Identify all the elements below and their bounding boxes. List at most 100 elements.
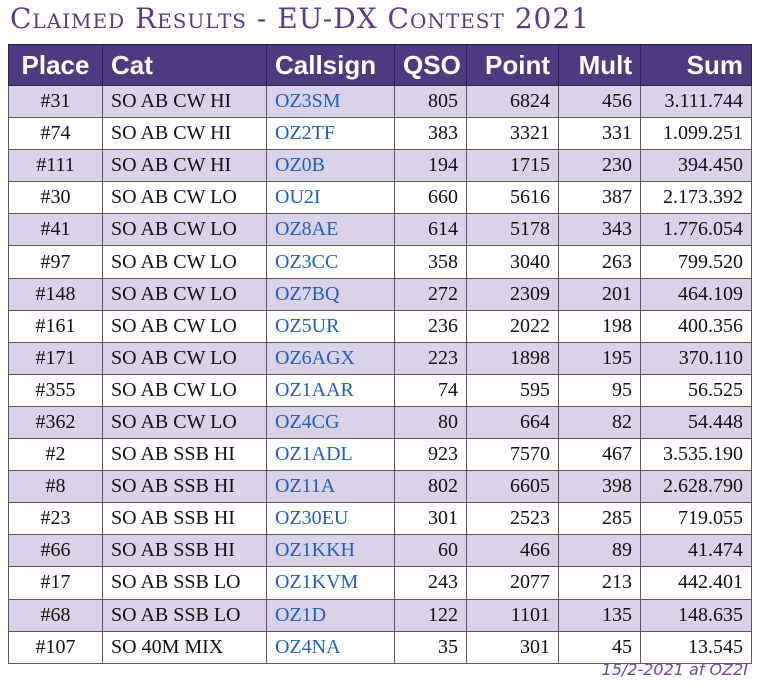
mult-cell: 285	[558, 502, 641, 536]
sum-cell: 3.111.744	[640, 84, 752, 119]
point-cell: 2077	[466, 566, 559, 600]
table-row: #41 SO AB CW LO OZ8AE 614 5178 343 1.776.054	[8, 213, 752, 247]
results-table: Place Cat Callsign QSO Point Mult Sum #3…	[8, 44, 752, 664]
place-cell: #66	[8, 534, 103, 568]
sum-cell: 2.173.392	[640, 181, 752, 215]
mult-cell: 45	[558, 630, 641, 664]
sum-cell: 148.635	[640, 598, 752, 632]
mult-cell: 198	[558, 309, 641, 343]
place-cell: #107	[8, 630, 103, 664]
callsign-link[interactable]: OZ1D	[266, 598, 395, 632]
header-callsign: Callsign	[266, 44, 395, 86]
qso-cell: 223	[394, 341, 467, 375]
category-cell: SO AB CW HI	[102, 84, 267, 119]
mult-cell: 467	[558, 438, 641, 472]
header-row: Place Cat Callsign QSO Point Mult Sum	[8, 44, 752, 86]
point-cell: 5616	[466, 181, 559, 215]
place-cell: #148	[8, 277, 103, 311]
category-cell: SO AB CW LO	[102, 213, 267, 247]
place-cell: #74	[8, 117, 103, 151]
mult-cell: 331	[558, 117, 641, 151]
table-row: #107 SO 40M MIX OZ4NA 35 301 45 13.545	[8, 630, 752, 664]
place-cell: #97	[8, 245, 103, 279]
callsign-link[interactable]: OZ3CC	[266, 245, 395, 279]
point-cell: 1715	[466, 149, 559, 183]
category-cell: SO AB CW LO	[102, 405, 267, 440]
table-row: #2 SO AB SSB HI OZ1ADL 923 7570 467 3.535.190	[8, 438, 752, 472]
callsign-link[interactable]: OZ4CG	[266, 405, 395, 440]
point-cell: 301	[466, 630, 559, 664]
callsign-link[interactable]: OZ30EU	[266, 502, 395, 536]
place-cell: #31	[8, 84, 103, 119]
category-cell: SO AB CW HI	[102, 149, 267, 183]
callsign-link[interactable]: OZ1KKH	[266, 534, 395, 568]
table-row: #66 SO AB SSB HI OZ1KKH 60 466 89 41.474	[8, 534, 752, 568]
place-cell: #8	[8, 470, 103, 504]
category-cell: SO AB CW LO	[102, 181, 267, 215]
point-cell: 2523	[466, 502, 559, 536]
header-point: Point	[466, 44, 559, 86]
table-row: #17 SO AB SSB LO OZ1KVM 243 2077 213 442.401	[8, 566, 752, 600]
header-qso: QSO	[394, 44, 467, 86]
callsign-link[interactable]: OZ0B	[266, 149, 395, 183]
page-title: Claimed Results - EU-DX Contest 2021	[10, 2, 591, 35]
callsign-link[interactable]: OZ1ADL	[266, 438, 395, 472]
sum-cell: 394.450	[640, 149, 752, 183]
point-cell: 1101	[466, 598, 559, 632]
header-cat: Cat	[102, 44, 267, 86]
point-cell: 6824	[466, 84, 559, 119]
callsign-link[interactable]: OZ4NA	[266, 630, 395, 664]
table-row: #362 SO AB CW LO OZ4CG 80 664 82 54.448	[8, 405, 752, 440]
point-cell: 466	[466, 534, 559, 568]
table-row: #30 SO AB CW LO OU2I 660 5616 387 2.173.392	[8, 181, 752, 215]
callsign-link[interactable]: OZ5UR	[266, 309, 395, 343]
sum-cell: 799.520	[640, 245, 752, 279]
qso-cell: 383	[394, 117, 467, 151]
qso-cell: 74	[394, 373, 467, 407]
category-cell: SO AB SSB LO	[102, 566, 267, 600]
sum-cell: 3.535.190	[640, 438, 752, 472]
sum-cell: 56.525	[640, 373, 752, 407]
qso-cell: 122	[394, 598, 467, 632]
sum-cell: 54.448	[640, 405, 752, 440]
header-mult: Mult	[558, 44, 641, 86]
table-row: #97 SO AB CW LO OZ3CC 358 3040 263 799.520	[8, 245, 752, 279]
mult-cell: 89	[558, 534, 641, 568]
point-cell: 595	[466, 373, 559, 407]
mult-cell: 387	[558, 181, 641, 215]
category-cell: SO AB CW LO	[102, 373, 267, 407]
category-cell: SO AB CW LO	[102, 309, 267, 343]
table-row: #111 SO AB CW HI OZ0B 194 1715 230 394.450	[8, 149, 752, 183]
callsign-link[interactable]: OZ1AAR	[266, 373, 395, 407]
place-cell: #171	[8, 341, 103, 375]
callsign-link[interactable]: OU2I	[266, 181, 395, 215]
table-row: #23 SO AB SSB HI OZ30EU 301 2523 285 719.055	[8, 502, 752, 536]
point-cell: 2022	[466, 309, 559, 343]
place-cell: #111	[8, 149, 103, 183]
mult-cell: 195	[558, 341, 641, 375]
mult-cell: 343	[558, 213, 641, 247]
place-cell: #41	[8, 213, 103, 247]
point-cell: 3040	[466, 245, 559, 279]
category-cell: SO AB SSB HI	[102, 470, 267, 504]
table-row: #8 SO AB SSB HI OZ11A 802 6605 398 2.628.790	[8, 470, 752, 504]
place-cell: #161	[8, 309, 103, 343]
callsign-link[interactable]: OZ2TF	[266, 117, 395, 151]
place-cell: #362	[8, 405, 103, 440]
callsign-link[interactable]: OZ11A	[266, 470, 395, 504]
sum-cell: 41.474	[640, 534, 752, 568]
footer-signature: 15/2-2021 af OZ2I	[601, 660, 748, 679]
category-cell: SO 40M MIX	[102, 630, 267, 664]
callsign-link[interactable]: OZ8AE	[266, 213, 395, 247]
category-cell: SO AB SSB HI	[102, 438, 267, 472]
sum-cell: 370.110	[640, 341, 752, 375]
callsign-link[interactable]: OZ6AGX	[266, 341, 395, 375]
callsign-link[interactable]: OZ3SM	[266, 84, 395, 119]
qso-cell: 236	[394, 309, 467, 343]
place-cell: #68	[8, 598, 103, 632]
point-cell: 664	[466, 405, 559, 440]
callsign-link[interactable]: OZ1KVM	[266, 566, 395, 600]
callsign-link[interactable]: OZ7BQ	[266, 277, 395, 311]
qso-cell: 805	[394, 84, 467, 119]
sum-cell: 464.109	[640, 277, 752, 311]
